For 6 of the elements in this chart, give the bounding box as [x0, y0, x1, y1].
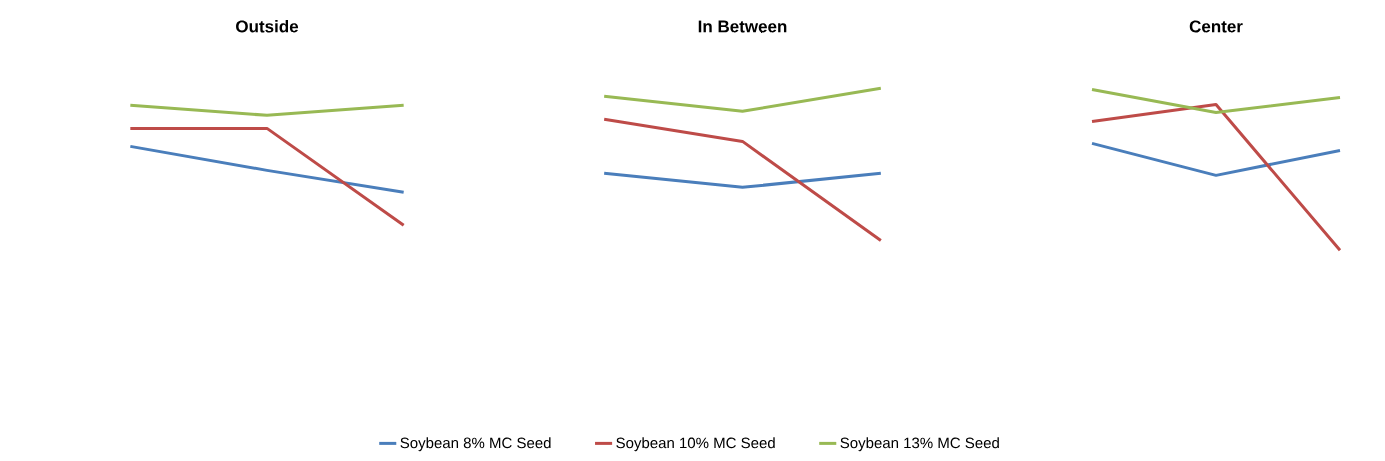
legend-label: Soybean 13% MC Seed: [840, 437, 999, 452]
chart-title: In Between: [698, 20, 787, 33]
chart-title: Outside: [236, 19, 299, 33]
legend-label: Soybean 8% MC Seed: [400, 437, 551, 452]
legend-label: Soybean 10% MC Seed: [616, 437, 775, 452]
chart-title: Center: [1189, 20, 1243, 33]
